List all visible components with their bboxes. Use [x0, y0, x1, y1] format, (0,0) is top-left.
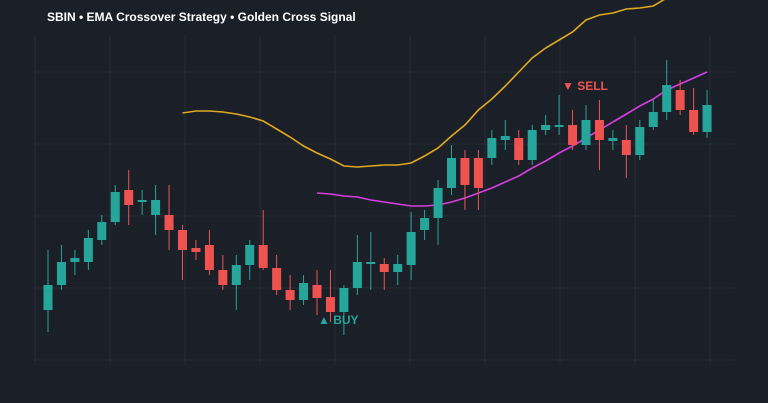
candle-body [151, 200, 161, 215]
candle-body [110, 192, 120, 222]
candle-body [594, 120, 604, 140]
candle-body [352, 262, 362, 288]
candle-body [541, 125, 551, 130]
candle-body [460, 158, 470, 185]
candle-body [648, 112, 658, 127]
candle-body [379, 264, 389, 272]
candle-body [635, 127, 645, 155]
candle-body [218, 270, 228, 285]
candle-body [231, 265, 241, 285]
candle-body [325, 297, 335, 312]
candle-body [447, 158, 456, 188]
candle-body [97, 222, 107, 240]
candle-body [272, 268, 282, 290]
candle-body [689, 110, 699, 132]
grid [35, 71, 735, 361]
candle-body [178, 230, 187, 250]
candle-body [514, 138, 524, 160]
candle-body [204, 245, 214, 270]
candle-body [581, 120, 591, 145]
candles [43, 60, 712, 335]
candle-body [568, 125, 578, 145]
candle-body [285, 290, 295, 300]
vertical-grid [34, 35, 711, 365]
candle-body [245, 245, 255, 265]
candle-body [675, 90, 685, 110]
candle-body [473, 158, 483, 188]
candle-body [420, 218, 430, 230]
candle-body [164, 215, 174, 230]
candle-body [702, 105, 712, 132]
sell-annotation: ▼ SELL [562, 79, 608, 93]
chart-title: SBIN • EMA Crossover Strategy • Golden C… [47, 10, 356, 24]
candle-body [299, 283, 309, 300]
candle-body [258, 245, 268, 268]
candle-body [527, 130, 537, 160]
candle-body [500, 136, 510, 140]
candle-body [124, 190, 134, 205]
ema-line [182, 0, 665, 168]
candle-body [70, 258, 80, 262]
candle-body [621, 140, 631, 155]
candle-body [366, 262, 376, 264]
ema-line [316, 71, 708, 207]
buy-annotation: ▲ BUY [318, 313, 359, 327]
candle-body [393, 264, 403, 272]
candle-body [339, 288, 349, 312]
candle-body [487, 138, 497, 158]
candle-body [608, 138, 618, 141]
candle-body [662, 85, 672, 112]
candle-body [554, 125, 564, 127]
candle-body [43, 285, 53, 310]
candle-body [83, 238, 93, 262]
candle-body [191, 248, 201, 252]
candle-body [137, 200, 147, 202]
candle-body [56, 262, 66, 285]
ema-lines [182, 0, 708, 207]
candle-body [433, 188, 443, 218]
candle-body [406, 232, 416, 265]
candle-body [312, 285, 322, 298]
